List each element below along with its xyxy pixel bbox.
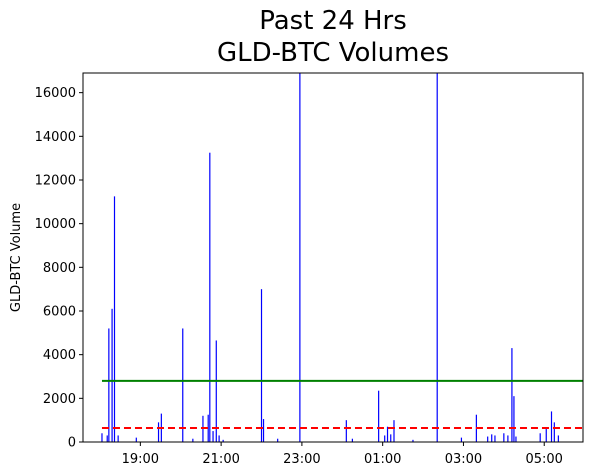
volume-bar-27	[390, 434, 392, 442]
volume-bar-23	[351, 438, 353, 442]
volume-bar-24	[378, 390, 380, 442]
volume-bar-13	[209, 152, 211, 442]
x-tick-label-5: 05:00	[525, 452, 562, 467]
volume-bar-30	[436, 73, 438, 442]
volume-bar-35	[494, 435, 496, 442]
volume-bar-5	[117, 435, 119, 442]
volume-bar-7	[157, 422, 160, 442]
chart-title-line-1: Past 24 Hrs	[259, 6, 407, 36]
volume-bar-0	[101, 433, 103, 442]
volume-bar-43	[550, 411, 553, 442]
y-tick-label-5: 10000	[35, 217, 76, 232]
y-tick-label-4: 8000	[43, 261, 76, 276]
reference-lines-layer	[101, 379, 583, 430]
x-tick-label-4: 03:00	[445, 452, 482, 467]
y-tick-label-3: 6000	[43, 304, 76, 319]
volume-bar-38	[511, 348, 513, 442]
volume-bar-16	[218, 435, 220, 442]
y-axis-label: GLD-BTC Volume	[9, 203, 24, 312]
plot-frame	[82, 72, 584, 443]
volume-bar-36	[503, 433, 505, 442]
volume-bar-37	[507, 435, 509, 442]
volume-bar-21	[299, 73, 301, 442]
volume-bar-10	[192, 438, 194, 442]
volume-bar-3	[111, 308, 113, 442]
volume-bar-14	[212, 431, 214, 442]
y-tick-label-7: 14000	[35, 130, 76, 145]
volume-bar-42	[545, 427, 547, 442]
volume-bar-20	[277, 438, 279, 442]
volume-bar-15	[215, 340, 217, 442]
volume-bar-2	[108, 328, 110, 442]
x-tick-label-1: 21:00	[202, 452, 239, 467]
volume-bar-28	[393, 420, 395, 442]
volume-bar-18	[260, 289, 263, 442]
bars-layer	[101, 73, 559, 442]
y-tick-label-2: 4000	[43, 348, 76, 363]
volume-bar-39	[513, 396, 515, 442]
volume-bar-9	[182, 328, 184, 442]
volume-bar-29	[412, 439, 414, 442]
y-tick-label-1: 2000	[43, 392, 76, 407]
volume-bar-44	[553, 422, 555, 442]
volume-bar-40	[515, 436, 517, 442]
volume-bar-45	[557, 435, 559, 442]
y-tick-label-8: 16000	[35, 86, 76, 101]
x-tick-label-3: 01:00	[364, 452, 401, 467]
volume-bar-31	[460, 437, 463, 442]
y-axis: 0 2000 4000 6000 8000 10000 12000 14000 16000	[35, 86, 83, 451]
volume-bar-4	[113, 196, 116, 442]
y-tick-label-6: 12000	[35, 173, 76, 188]
volume-bar-1	[106, 435, 108, 442]
volume-bar-12	[207, 414, 209, 442]
volume-bar-17	[222, 439, 224, 442]
y-tick-label-0: 0	[68, 436, 76, 451]
volume-bar-22	[345, 420, 347, 442]
volume-bar-19	[262, 419, 265, 442]
volume-bar-6	[135, 437, 137, 442]
volume-bar-26	[386, 426, 389, 442]
volume-bar-25	[384, 435, 386, 442]
volume-bar-34	[491, 434, 493, 442]
volume-bar-33	[487, 436, 489, 442]
volume-bar-41	[539, 433, 541, 442]
x-tick-label-0: 19:00	[122, 452, 159, 467]
x-tick-label-2: 23:00	[283, 452, 320, 467]
x-axis: 19:00 21:00 23:00 01:00 03:00 05:00	[122, 442, 563, 467]
chart-title-line-2: GLD-BTC Volumes	[217, 38, 449, 68]
